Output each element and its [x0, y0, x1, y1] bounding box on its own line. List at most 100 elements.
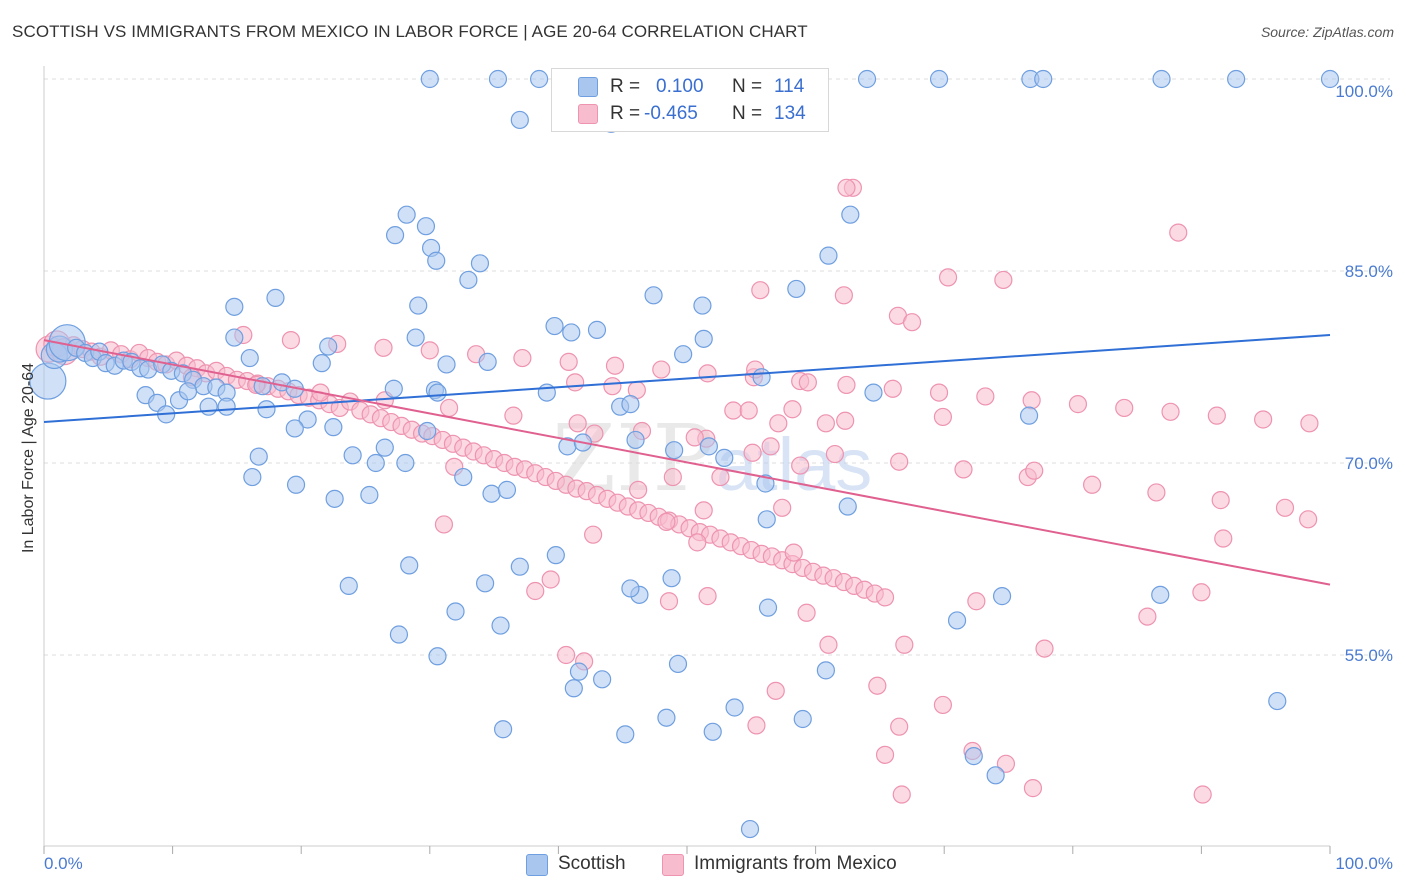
- n-value: 134: [774, 103, 806, 124]
- data-point: [929, 383, 949, 402]
- data-point: [482, 484, 501, 503]
- data-point: [439, 398, 459, 418]
- data-point: [494, 720, 513, 739]
- legend-label-mexico: Immigrants from Mexico: [694, 853, 897, 874]
- data-point: [758, 598, 778, 617]
- data-point: [652, 360, 671, 379]
- data-point: [864, 383, 883, 402]
- data-point: [967, 592, 986, 611]
- data-point: [1207, 406, 1226, 425]
- data-point: [629, 480, 648, 499]
- trend-line-mexico: [43, 339, 1331, 586]
- data-point: [857, 69, 877, 89]
- data-point: [562, 323, 581, 342]
- data-point: [199, 397, 218, 416]
- data-point: [1023, 779, 1043, 798]
- data-point: [793, 709, 812, 729]
- data-point: [834, 286, 853, 305]
- data-point: [841, 205, 860, 224]
- data-point: [933, 695, 953, 715]
- data-point: [1211, 491, 1230, 510]
- data-point: [933, 407, 953, 427]
- data-point: [446, 602, 465, 621]
- data-point: [286, 475, 306, 494]
- x-tick-min: 0.0%: [44, 854, 83, 873]
- data-point: [416, 217, 436, 236]
- data-point: [568, 414, 587, 433]
- data-point: [470, 254, 490, 273]
- data-point: [559, 352, 578, 371]
- data-point: [947, 611, 967, 630]
- data-point: [339, 576, 358, 595]
- data-point: [621, 579, 640, 598]
- scottish-swatch: [578, 77, 598, 97]
- y-tick-label: 85.0%: [1345, 262, 1393, 281]
- data-point: [688, 533, 707, 552]
- y-tick-labels: 55.0% 70.0% 85.0% 100.0%: [1335, 82, 1393, 665]
- data-point: [797, 603, 816, 622]
- x-tick-max: 100.0%: [1335, 854, 1393, 873]
- data-point: [1019, 406, 1039, 425]
- data-point: [819, 246, 838, 265]
- r-value: 0.100: [656, 76, 704, 97]
- data-point: [420, 341, 439, 360]
- mexico-points: [35, 178, 1319, 804]
- data-point: [437, 355, 456, 374]
- data-point: [883, 379, 902, 398]
- data-point: [902, 313, 922, 332]
- data-point: [747, 716, 766, 735]
- data-point: [890, 452, 909, 471]
- data-point: [616, 725, 635, 744]
- data-point: [285, 419, 304, 438]
- data-point: [1082, 475, 1102, 494]
- data-point: [178, 382, 198, 401]
- data-point: [1147, 483, 1166, 502]
- data-point: [819, 635, 838, 654]
- data-point: [243, 467, 262, 487]
- data-point: [427, 251, 446, 270]
- data-point: [766, 681, 785, 700]
- data-point: [434, 515, 454, 534]
- data-point: [685, 428, 704, 447]
- data-point: [699, 437, 718, 456]
- data-point: [1227, 69, 1246, 89]
- data-point: [816, 661, 835, 680]
- data-point: [491, 616, 510, 635]
- data-point: [240, 348, 259, 368]
- data-point: [343, 446, 362, 465]
- legend-item-mexico: Immigrants from Mexico: [662, 852, 932, 876]
- data-point: [420, 69, 439, 89]
- data-point: [703, 722, 722, 741]
- data-point: [526, 581, 545, 601]
- data-point: [1299, 510, 1318, 529]
- data-point: [225, 297, 244, 316]
- data-point: [1300, 414, 1319, 433]
- data-point: [1151, 585, 1170, 604]
- data-point: [954, 460, 973, 479]
- data-point: [225, 328, 244, 347]
- n-label: N =: [732, 76, 763, 97]
- y-axis-label: In Labor Force | Age 20-64: [20, 363, 37, 553]
- data-point: [475, 574, 495, 593]
- axes: [43, 66, 1331, 854]
- data-point: [546, 546, 565, 565]
- data-point: [994, 270, 1013, 290]
- data-point: [836, 411, 855, 430]
- data-point: [584, 525, 603, 544]
- data-point: [838, 497, 857, 516]
- data-point: [674, 345, 693, 364]
- data-point: [488, 69, 508, 89]
- data-point: [587, 320, 607, 339]
- data-point: [249, 447, 268, 466]
- data-point: [663, 467, 682, 487]
- legend-label-scottish: Scottish: [558, 853, 626, 874]
- data-point: [1152, 69, 1171, 89]
- data-point: [497, 480, 517, 499]
- data-point: [996, 754, 1016, 773]
- data-point: [319, 337, 338, 356]
- data-point: [478, 352, 497, 371]
- legend-row-mexico: R = -0.465 N = 134: [552, 101, 828, 127]
- data-point: [312, 354, 331, 373]
- grid-lines: [44, 78, 1390, 656]
- data-point: [784, 543, 803, 562]
